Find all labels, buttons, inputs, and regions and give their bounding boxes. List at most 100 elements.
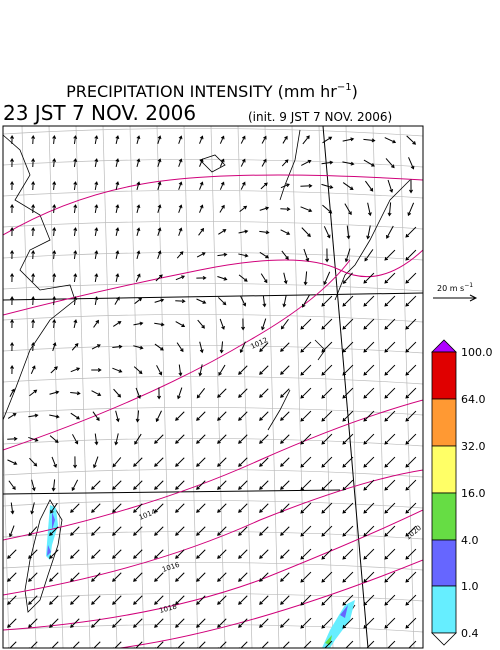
isobar (3, 509, 423, 631)
wind-arrow (91, 526, 101, 536)
wind-arrow (259, 388, 269, 398)
wind-arrow (196, 411, 206, 421)
wind-arrow (384, 318, 396, 330)
valid-time: 23 JST 7 NOV. 2006 (3, 101, 196, 125)
wind-arrow (342, 548, 354, 560)
wind-arrow (8, 480, 16, 491)
wind-arrow (405, 364, 417, 376)
wind-arrow (112, 480, 122, 490)
wind-arrow (342, 479, 354, 491)
wind-arrow (196, 388, 206, 399)
wind-arrow (300, 617, 312, 629)
wind-arrow (31, 227, 36, 237)
wind-arrow (302, 294, 310, 308)
wind-arrow (91, 549, 101, 559)
wind-arrow (342, 272, 353, 284)
wind-arrow (114, 433, 119, 446)
wind-arrow (154, 549, 164, 559)
wind-arrow (133, 503, 143, 513)
wind-arrow (93, 319, 99, 328)
wind-arrow (31, 204, 36, 214)
wind-arrow (407, 202, 415, 217)
wind-arrow (133, 595, 143, 605)
wind-arrow (281, 250, 289, 260)
coastline (24, 499, 63, 613)
wind-arrow (300, 183, 313, 188)
wind-arrow (49, 618, 59, 628)
wind-arrow (342, 387, 354, 399)
wind-arrow (52, 227, 57, 237)
wind-arrow (238, 480, 248, 490)
wind-arrow (238, 253, 249, 258)
wind-arrow (175, 275, 186, 281)
wind-arrow (363, 341, 375, 353)
wind-arrow (238, 641, 248, 648)
wind-arrow (300, 571, 312, 583)
wind-arrow (133, 572, 143, 582)
wind-arrow (239, 205, 248, 213)
wind-arrow (115, 181, 120, 191)
wind-arrow (70, 367, 81, 373)
wind-arrow (387, 202, 392, 217)
wind-arrow (217, 618, 227, 628)
wind-arrow (303, 248, 310, 262)
wind-arrow (10, 158, 15, 168)
wind-arrow (91, 368, 102, 372)
wind-arrow (154, 322, 165, 327)
wind-arrow (133, 457, 143, 467)
wind-arrow (52, 204, 57, 214)
wind-arrow (31, 342, 36, 352)
wind-arrow (94, 135, 99, 145)
wind-arrow (10, 319, 15, 329)
wind-arrow (133, 618, 143, 628)
wind-arrow (31, 479, 36, 492)
wind-arrow (280, 595, 290, 605)
colorbar (431, 339, 457, 646)
wind-arrow (219, 135, 225, 144)
wind-arrow (301, 159, 312, 166)
title: PRECIPITATION INTENSITY (mm hr−1) (66, 82, 358, 101)
wind-arrow (405, 456, 417, 468)
wind-arrow (10, 502, 15, 515)
wind-arrow (405, 433, 417, 445)
wind-arrow (135, 410, 140, 423)
precipitation (322, 600, 355, 648)
wind-arrow (342, 525, 354, 537)
wind-arrow (405, 387, 417, 399)
wind-arrow (240, 181, 246, 190)
wind-arrow (70, 391, 81, 396)
wind-arrow (260, 182, 268, 190)
wind-arrow (52, 342, 57, 352)
wind-arrow (300, 364, 312, 376)
wind-arrow (238, 595, 248, 605)
wind-arrow (342, 137, 355, 142)
wind-arrow (346, 225, 351, 240)
wind-arrow (342, 571, 354, 583)
wind-arrow (405, 502, 417, 514)
wind-arrow (113, 321, 122, 327)
wind-arrow (157, 158, 162, 167)
wind-arrow (31, 135, 36, 145)
wind-arrow (409, 179, 413, 194)
wind-arrow (280, 457, 290, 467)
wind-arrow (325, 248, 330, 263)
wind-arrow (238, 229, 249, 234)
isobar (3, 399, 423, 541)
wind-arrow (321, 571, 333, 583)
wind-reference-label: 20 m s−1 (437, 282, 473, 293)
wind-arrow (49, 641, 59, 648)
wind-arrow (94, 250, 99, 260)
wind-arrow (175, 503, 185, 513)
wind-arrow (196, 503, 206, 513)
wind-arrow (70, 503, 80, 513)
wind-arrow (280, 365, 290, 375)
latitude-line (3, 314, 423, 323)
wind-arrow (199, 204, 204, 213)
wind-arrow (175, 549, 185, 559)
wind-arrow (238, 503, 248, 513)
wind-arrow (238, 434, 248, 444)
wind-arrow (280, 411, 290, 421)
wind-arrow (50, 502, 58, 514)
wind-arrow (301, 640, 312, 648)
wind-arrow (260, 273, 268, 284)
